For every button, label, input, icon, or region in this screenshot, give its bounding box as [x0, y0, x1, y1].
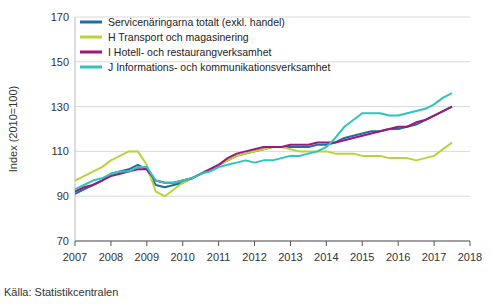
x-tick-label: 2011 [207, 251, 231, 263]
x-tick [362, 241, 363, 246]
y-tick-label: 70 [57, 235, 69, 247]
series-line [75, 107, 452, 194]
legend: Servicenäringarna totalt (exkl. handel) H… [80, 16, 330, 73]
x-tick [146, 241, 147, 246]
x-tick [290, 241, 291, 246]
x-tick [182, 241, 183, 246]
x-tick [110, 241, 111, 246]
x-tick [434, 241, 435, 246]
x-tick-label: 2007 [63, 251, 87, 263]
x-tick [75, 241, 76, 246]
x-tick [398, 241, 399, 246]
x-axis-line [75, 241, 470, 242]
x-tick-label: 2014 [314, 251, 338, 263]
legend-label: H Transport och magasinering [108, 31, 249, 43]
legend-swatch [80, 51, 102, 54]
legend-label: J Informations- och kommunikationsverksa… [108, 61, 330, 73]
x-tick [254, 241, 255, 246]
y-tick-label: 130 [51, 101, 69, 113]
series-line [75, 107, 452, 192]
x-tick [470, 241, 471, 246]
legend-label: Servicenäringarna totalt (exkl. handel) [108, 16, 285, 28]
x-tick-label: 2016 [386, 251, 410, 263]
grid-line [75, 196, 470, 197]
source: Källa: Statistikcentralen [4, 286, 118, 298]
y-axis-line [75, 17, 76, 241]
series-line [75, 93, 452, 189]
plot-area [75, 93, 452, 196]
x-tick-label: 2015 [350, 251, 374, 263]
y-tick-label: 110 [51, 145, 69, 157]
y-axis-label: Index (2010=100) [7, 86, 19, 173]
legend-swatch [80, 36, 102, 39]
x-tick-label: 2018 [458, 251, 482, 263]
grid-line [75, 106, 470, 107]
y-tick-label: 170 [51, 11, 69, 23]
x-tick-label: 2017 [422, 251, 446, 263]
x-tick-label: 2012 [242, 251, 266, 263]
x-tick [326, 241, 327, 246]
x-tick-label: 2009 [135, 251, 159, 263]
legend-swatch [80, 21, 102, 24]
legend-label: I Hotell- och restaurangverksamhet [108, 46, 271, 58]
x-tick-label: 2010 [170, 251, 194, 263]
x-tick-label: 2008 [99, 251, 123, 263]
grid-line [75, 241, 470, 242]
y-tick-label: 90 [57, 190, 69, 202]
x-tick-label: 2013 [278, 251, 302, 263]
legend-swatch [80, 66, 102, 69]
x-tick [218, 241, 219, 246]
y-tick-label: 150 [51, 56, 69, 68]
